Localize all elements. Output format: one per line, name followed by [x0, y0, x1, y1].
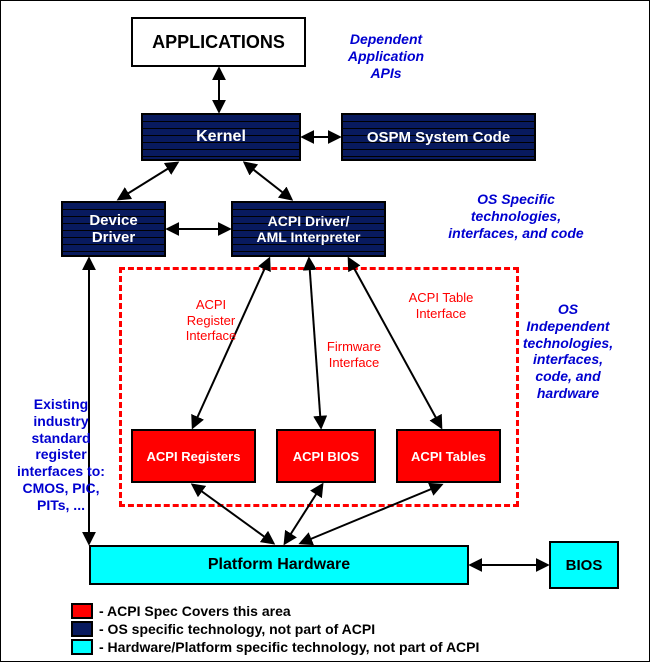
acpi-tables-box: ACPI Tables	[396, 429, 501, 483]
legend-text-2: - Hardware/Platform specific technology,…	[99, 639, 479, 655]
device-driver-label: Device Driver	[89, 212, 137, 246]
acpi-driver-box: ACPI Driver/ AML Interpreter	[231, 201, 386, 257]
acpi-registers-box: ACPI Registers	[131, 429, 256, 483]
platform-hardware-box: Platform Hardware	[89, 545, 469, 585]
existing-interfaces-label: Existing industry standard register inte…	[11, 396, 111, 514]
legend-swatch-red	[71, 603, 93, 619]
diagram-canvas: APPLICATIONS Kernel OSPM System Code Dev…	[0, 0, 650, 662]
dependent-api-label: Dependent Application APIs	[331, 31, 441, 81]
platform-hardware-label: Platform Hardware	[208, 556, 350, 574]
os-independent-label: OS Independent technologies, interfaces,…	[513, 301, 623, 402]
firmware-interface-label: Firmware Interface	[314, 339, 394, 370]
legend-row: - ACPI Spec Covers this area	[71, 603, 479, 619]
bios-label: BIOS	[566, 557, 603, 574]
legend-text-1: - OS specific technology, not part of AC…	[99, 621, 375, 637]
kernel-label: Kernel	[196, 128, 246, 146]
legend-text-0: - ACPI Spec Covers this area	[99, 603, 291, 619]
os-specific-label: OS Specific technologies, interfaces, an…	[421, 191, 611, 241]
legend-swatch-navy	[71, 621, 93, 637]
table-interface-label: ACPI Table Interface	[396, 290, 486, 321]
device-driver-box: Device Driver	[61, 201, 166, 257]
ospm-label: OSPM System Code	[367, 129, 510, 146]
legend: - ACPI Spec Covers this area - OS specif…	[71, 603, 479, 657]
kernel-box: Kernel	[141, 113, 301, 161]
bios-box: BIOS	[549, 541, 619, 589]
applications-label: APPLICATIONS	[152, 32, 285, 53]
applications-box: APPLICATIONS	[131, 17, 306, 67]
acpi-tables-label: ACPI Tables	[411, 449, 486, 464]
acpi-bios-label: ACPI BIOS	[293, 449, 359, 464]
ospm-box: OSPM System Code	[341, 113, 536, 161]
acpi-registers-label: ACPI Registers	[147, 449, 241, 464]
register-interface-label: ACPI Register Interface	[171, 297, 251, 344]
acpi-driver-label: ACPI Driver/ AML Interpreter	[257, 213, 361, 245]
legend-row: - Hardware/Platform specific technology,…	[71, 639, 479, 655]
legend-swatch-cyan	[71, 639, 93, 655]
legend-row: - OS specific technology, not part of AC…	[71, 621, 479, 637]
acpi-bios-box: ACPI BIOS	[276, 429, 376, 483]
